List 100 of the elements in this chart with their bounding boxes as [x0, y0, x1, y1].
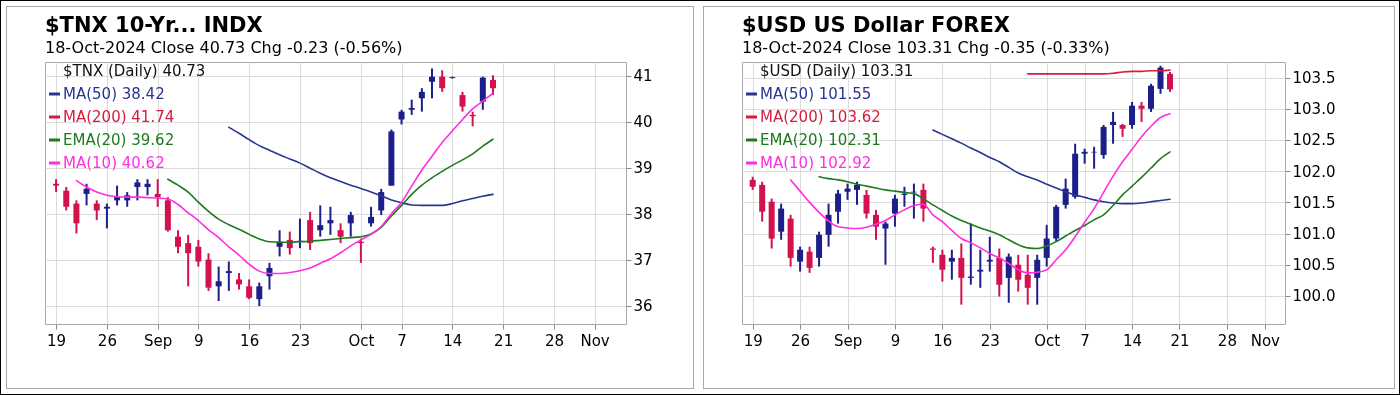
y-tick-label: 103.5: [1292, 69, 1336, 88]
candlestick: [958, 242, 965, 306]
y-tick-label: 101.5: [1292, 193, 1336, 212]
x-tick-label: 19: [47, 331, 67, 350]
x-tick-label: 21: [494, 331, 514, 350]
y-tick-label: 39: [633, 159, 653, 178]
candlestick: [806, 245, 813, 274]
candlestick: [863, 188, 870, 220]
x-tick-label: 14: [443, 331, 463, 350]
x-tick-label: 26: [97, 331, 117, 350]
x-tick-label: 26: [791, 331, 811, 350]
candlestick: [429, 67, 436, 100]
candlestick: [317, 204, 324, 238]
x-tick-label: 9: [194, 331, 204, 350]
candlestick: [256, 281, 263, 308]
candlestick: [368, 205, 375, 228]
x-tick-label: 14: [1123, 331, 1143, 350]
candlestick: [986, 235, 993, 273]
candlestick: [459, 90, 466, 113]
candlestick: [1148, 82, 1155, 113]
x-tick-label: Nov: [1250, 331, 1281, 350]
candlestick: [882, 220, 889, 266]
legend-label: EMA(20) 39.62: [63, 131, 175, 149]
y-tick-label: 103.0: [1292, 100, 1336, 119]
legend-label: MA(200) 103.62: [760, 108, 881, 126]
chart-subtitle: 18-Oct-2024 Close 40.73 Chg -0.23 (-0.56%): [45, 38, 403, 57]
x-tick-label: 28: [544, 331, 564, 350]
candlestick: [778, 202, 785, 241]
candlestick: [347, 210, 354, 238]
candlestick: [1034, 253, 1041, 306]
candlestick: [418, 87, 425, 113]
candlestick: [83, 182, 90, 207]
x-tick-label: Sep: [144, 331, 173, 350]
chart-title: $USD US Dollar FOREX: [742, 13, 1011, 37]
candlestick: [185, 233, 192, 288]
candlestick: [977, 248, 984, 289]
x-tick-label: 16: [240, 331, 260, 350]
candlestick: [835, 188, 842, 225]
legend-label: MA(10) 40.62: [63, 154, 165, 172]
candlestick: [195, 238, 202, 268]
x-tick-label: 19: [743, 331, 763, 350]
legend-label: MA(200) 41.74: [63, 108, 175, 126]
y-tick-label: 100.5: [1292, 256, 1336, 275]
candlestick: [246, 278, 253, 301]
y-tick-label: 100.0: [1292, 287, 1336, 306]
y-tick-label: 102.5: [1292, 131, 1336, 150]
y-tick-label: 38: [633, 205, 653, 224]
x-tick-label: Sep: [833, 331, 863, 350]
legend-label: MA(50) 38.42: [63, 85, 165, 103]
candlestick: [1024, 253, 1031, 306]
chart-title: $TNX 10-Yr... INDX: [45, 13, 263, 37]
candlestick: [439, 69, 446, 93]
candlestick: [215, 265, 222, 303]
legend-label: EMA(20) 102.31: [760, 131, 881, 149]
candlestick: [225, 260, 232, 292]
y-tick-label: 36: [633, 297, 653, 316]
x-tick-label: Oct: [348, 331, 375, 350]
y-tick-label: 37: [633, 251, 653, 270]
candlestick: [134, 178, 141, 202]
candlestick: [939, 248, 946, 283]
x-tick-label: Oct: [1034, 331, 1061, 350]
candlestick: [948, 248, 955, 281]
candlestick: [1166, 70, 1173, 93]
legend-label: MA(50) 101.55: [760, 85, 872, 103]
candlestick: [1129, 100, 1136, 130]
legend-title: $TNX (Daily) 40.73: [63, 62, 206, 80]
x-tick-label: 9: [890, 331, 901, 350]
candlestick: [1110, 110, 1117, 145]
candlestick: [854, 180, 861, 206]
candlestick: [891, 193, 898, 228]
candlestick: [1138, 100, 1145, 123]
candlestick: [825, 202, 832, 248]
y-tick-label: 40: [633, 113, 653, 132]
candlestick: [816, 230, 823, 268]
candlestick: [797, 245, 804, 273]
legend-title: $USD (Daily) 103.31: [760, 62, 914, 80]
candlestick: [307, 210, 314, 251]
line-series: [932, 129, 1171, 205]
x-tick-label: 16: [933, 331, 953, 350]
x-tick-label: 7: [1080, 331, 1090, 350]
x-tick-label: 23: [290, 331, 310, 350]
candlestick: [154, 178, 161, 208]
y-tick-label: 102.0: [1292, 162, 1336, 181]
candlestick: [1005, 252, 1012, 304]
x-tick-label: 7: [397, 331, 407, 350]
x-tick-label: 23: [980, 331, 1000, 350]
x-tick-label: 21: [1170, 331, 1190, 350]
candlestick: [337, 222, 344, 245]
chart-subtitle: 18-Oct-2024 Close 103.31 Chg -0.35 (-0.33%): [742, 38, 1110, 57]
candlestick: [73, 199, 80, 235]
candlestick: [489, 74, 496, 97]
candlestick: [63, 186, 70, 212]
y-tick-label: 101.0: [1292, 225, 1336, 244]
y-tick-label: 41: [633, 67, 653, 86]
x-tick-label: 28: [1217, 331, 1237, 350]
candlestick: [1157, 64, 1164, 95]
candlestick: [479, 75, 486, 111]
candlestick: [103, 202, 110, 230]
legend-label: MA(10) 102.92: [760, 154, 872, 172]
candlestick: [327, 205, 334, 236]
